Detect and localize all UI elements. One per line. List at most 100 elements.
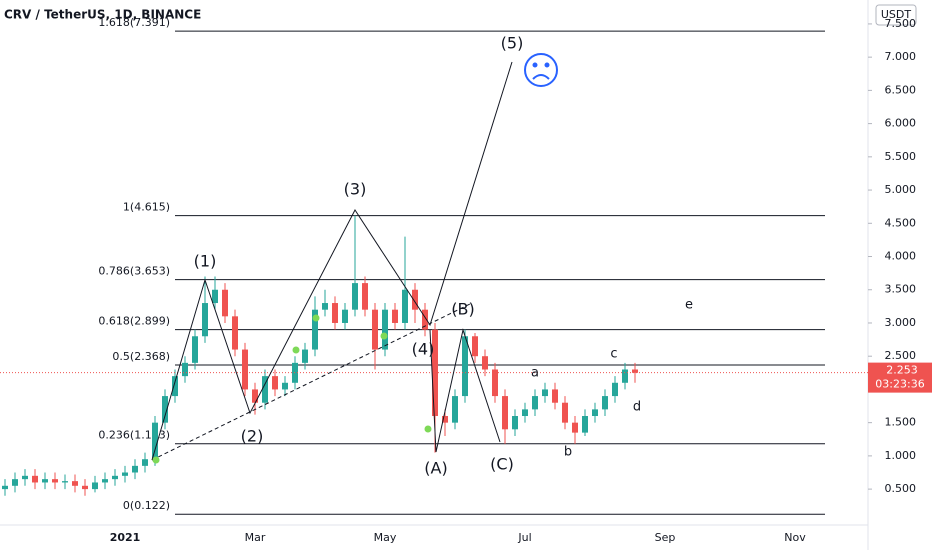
candle-body [312, 309, 318, 350]
wave-label: (3) [344, 180, 367, 199]
candle-body [212, 289, 218, 304]
fib-label: 1(4.615) [123, 201, 170, 214]
currency-box[interactable] [875, 4, 917, 26]
candle-body [22, 475, 28, 480]
x-tick-label: May [374, 531, 397, 544]
candle-body [42, 479, 48, 483]
wave-label: (C) [490, 455, 514, 474]
candle-body [572, 422, 578, 433]
candle-body [52, 479, 58, 483]
candle-body [2, 485, 8, 490]
marker [312, 314, 320, 322]
candle-body [122, 472, 128, 476]
candle-body [482, 356, 488, 370]
fib-label: 0.618(2.899) [98, 315, 170, 328]
candle-body [32, 475, 38, 483]
candle-body [402, 289, 408, 323]
wave-label: c [610, 347, 617, 362]
candle-body [152, 422, 158, 460]
candle-body [562, 402, 568, 423]
x-tick-label: Nov [784, 531, 806, 544]
wave-label: (A) [424, 459, 447, 478]
wave-label: a [531, 366, 539, 381]
wave-line [429, 328, 501, 453]
candle-body [462, 336, 468, 397]
candle-body [12, 479, 18, 486]
y-tick-label: 2.500 [885, 349, 917, 362]
y-tick-label: 6.000 [885, 117, 917, 130]
candle-body [192, 336, 198, 363]
x-tick-label: Jul [517, 531, 531, 544]
candle-body [532, 396, 538, 410]
candle-body [162, 396, 168, 423]
marker [152, 456, 160, 464]
marker [424, 425, 432, 433]
candle-body [82, 485, 88, 490]
candle-body [362, 283, 368, 310]
candle-body [372, 309, 378, 350]
y-tick-label: 1.000 [885, 449, 917, 462]
candle-body [552, 389, 558, 403]
candle-body [582, 416, 588, 433]
drawings [151, 53, 558, 464]
candle-body [412, 289, 418, 310]
wave-label: (2) [241, 427, 264, 446]
candle-body [392, 309, 398, 323]
y-tick-label: 5.500 [885, 150, 917, 163]
currency-label[interactable]: USDT [881, 8, 912, 21]
candle-body [322, 303, 328, 310]
candle-body [232, 316, 238, 350]
fib-label: 0.5(2.368) [112, 350, 170, 363]
candle-body [222, 289, 228, 317]
wave-label: (1) [194, 252, 217, 271]
candle-body [632, 369, 638, 373]
candle-body [282, 382, 288, 390]
trend-line [151, 302, 473, 461]
candle-body [422, 309, 428, 330]
candle-body [502, 396, 508, 430]
fib-label: 0.786(3.653) [98, 265, 170, 278]
candle-body [382, 309, 388, 350]
y-tick-label: 5.000 [885, 183, 917, 196]
marker [380, 332, 388, 340]
candle-body [512, 416, 518, 430]
candle-body [602, 396, 608, 410]
wave-label: b [564, 445, 572, 460]
candle-body [442, 416, 448, 423]
last-price-label: 2.253 [886, 364, 918, 377]
wave-label: (4) [412, 340, 435, 359]
chart-title: CRV / TetherUS, 1D, BINANCE [4, 8, 201, 22]
candle-body [132, 465, 138, 473]
candle-body [102, 479, 108, 483]
wave-line [151, 61, 513, 461]
x-tick-label: Mar [245, 531, 266, 544]
y-tick-label: 7.000 [885, 50, 917, 63]
candle-body [612, 382, 618, 397]
candle-body [92, 482, 98, 490]
candle-body [72, 481, 78, 486]
x-tick-label: 2021 [110, 531, 141, 544]
candle-body [142, 459, 148, 466]
y-tick-label: 6.500 [885, 83, 917, 96]
wave-label: e [685, 298, 693, 313]
candle-body [592, 409, 598, 417]
candle-body [622, 369, 628, 383]
candle-body [492, 369, 498, 397]
candle-body [252, 389, 258, 403]
candle-body [182, 362, 188, 377]
marker [292, 346, 300, 354]
fib-label: 1.618(7.391) [98, 16, 170, 29]
candle-body [452, 396, 458, 423]
candle-body [342, 309, 348, 323]
candle-body [302, 349, 308, 363]
y-tick-label: 0.500 [885, 482, 917, 495]
y-tick-label: 3.500 [885, 283, 917, 296]
candle-body [112, 475, 118, 480]
candle-body [352, 283, 358, 310]
y-tick-label: 4.500 [885, 216, 917, 229]
sad-face [524, 53, 558, 87]
countdown-label: 03:23:36 [875, 378, 924, 391]
candle-body [522, 409, 528, 417]
wave-label: d [633, 400, 641, 415]
